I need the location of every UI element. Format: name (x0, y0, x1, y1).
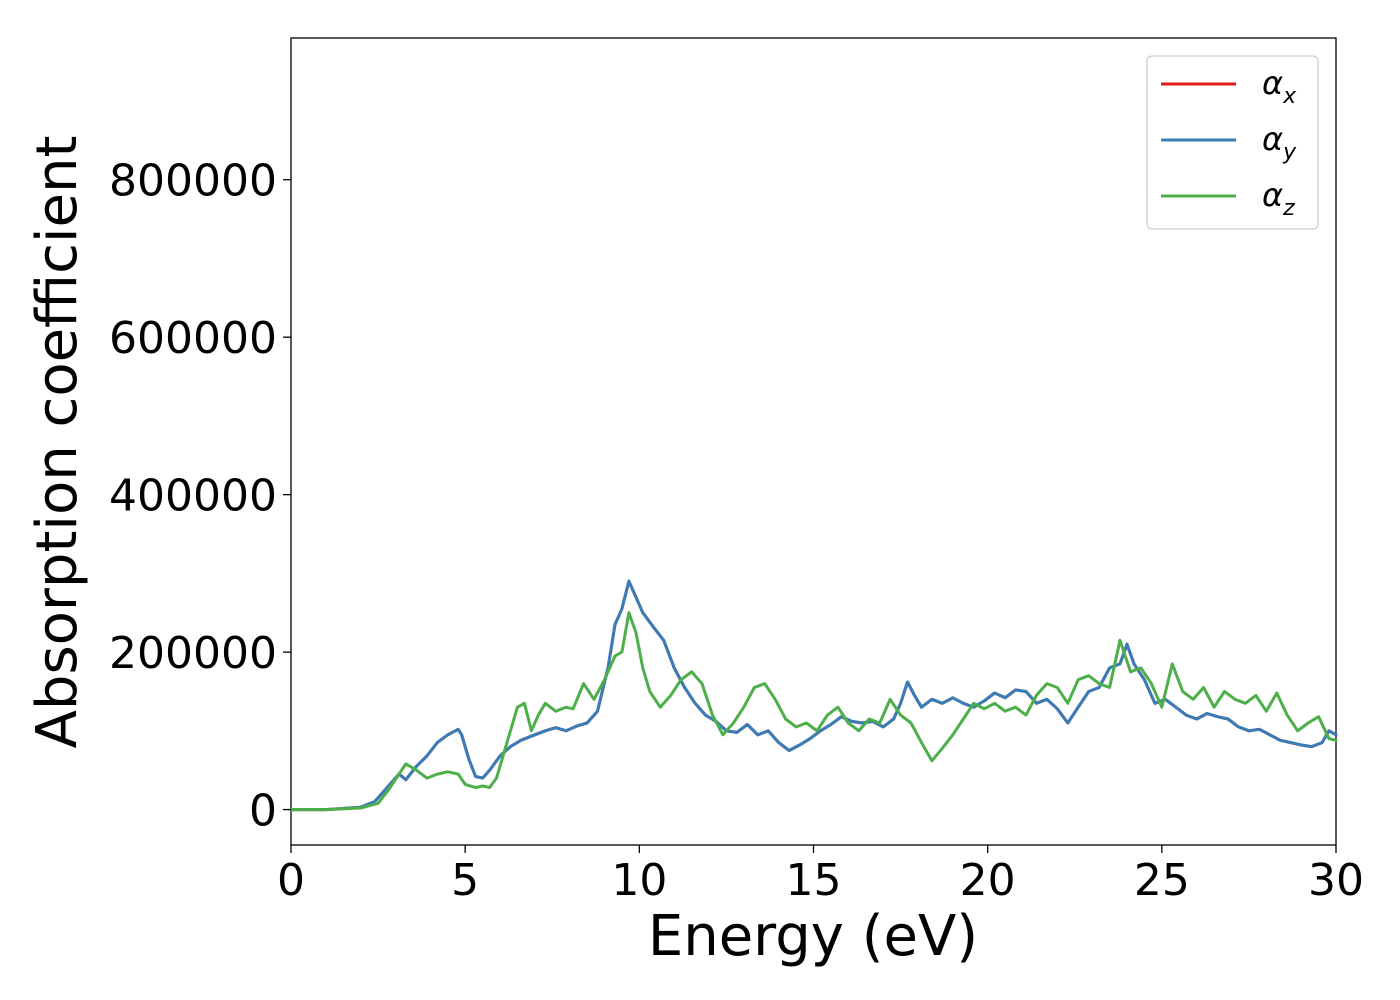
y-tick-label: 600000 (109, 313, 277, 364)
y-axis-label: Absorption coefficient (25, 136, 90, 749)
y-tick-label: 400000 (109, 471, 277, 522)
x-tick-label: 25 (1134, 855, 1190, 906)
legend-label-main: α (1262, 120, 1283, 158)
legend-label-sub: x (1282, 84, 1297, 109)
legend-box (1146, 55, 1319, 230)
x-tick-label: 15 (786, 855, 842, 906)
y-axis: 0 200000 400000 600000 800000 (109, 156, 291, 837)
x-tick-label: 5 (451, 855, 479, 906)
x-axis-label: Energy (eV) (648, 904, 978, 969)
series-line-y (289, 579, 1338, 812)
legend-label-sub: z (1282, 196, 1295, 221)
y-tick-label: 0 (249, 786, 277, 837)
legend-label-sub: y (1282, 140, 1297, 165)
legend-label-y: αy (1262, 120, 1297, 165)
y-tick-label: 200000 (109, 628, 277, 679)
x-tick-label: 10 (611, 855, 667, 906)
series-line-z (289, 611, 1338, 812)
legend-label-main: α (1262, 64, 1283, 102)
legend-label-main: α (1262, 176, 1283, 214)
series-layer (289, 579, 1338, 812)
x-tick-label: 20 (960, 855, 1016, 906)
x-tick-label: 30 (1308, 855, 1364, 906)
legend-label-z: αz (1262, 176, 1295, 221)
y-tick-label: 800000 (109, 156, 277, 207)
x-axis: 0 5 10 15 20 25 30 (277, 845, 1364, 906)
x-tick-label: 0 (277, 855, 305, 906)
legend-label-x: αx (1262, 64, 1297, 109)
